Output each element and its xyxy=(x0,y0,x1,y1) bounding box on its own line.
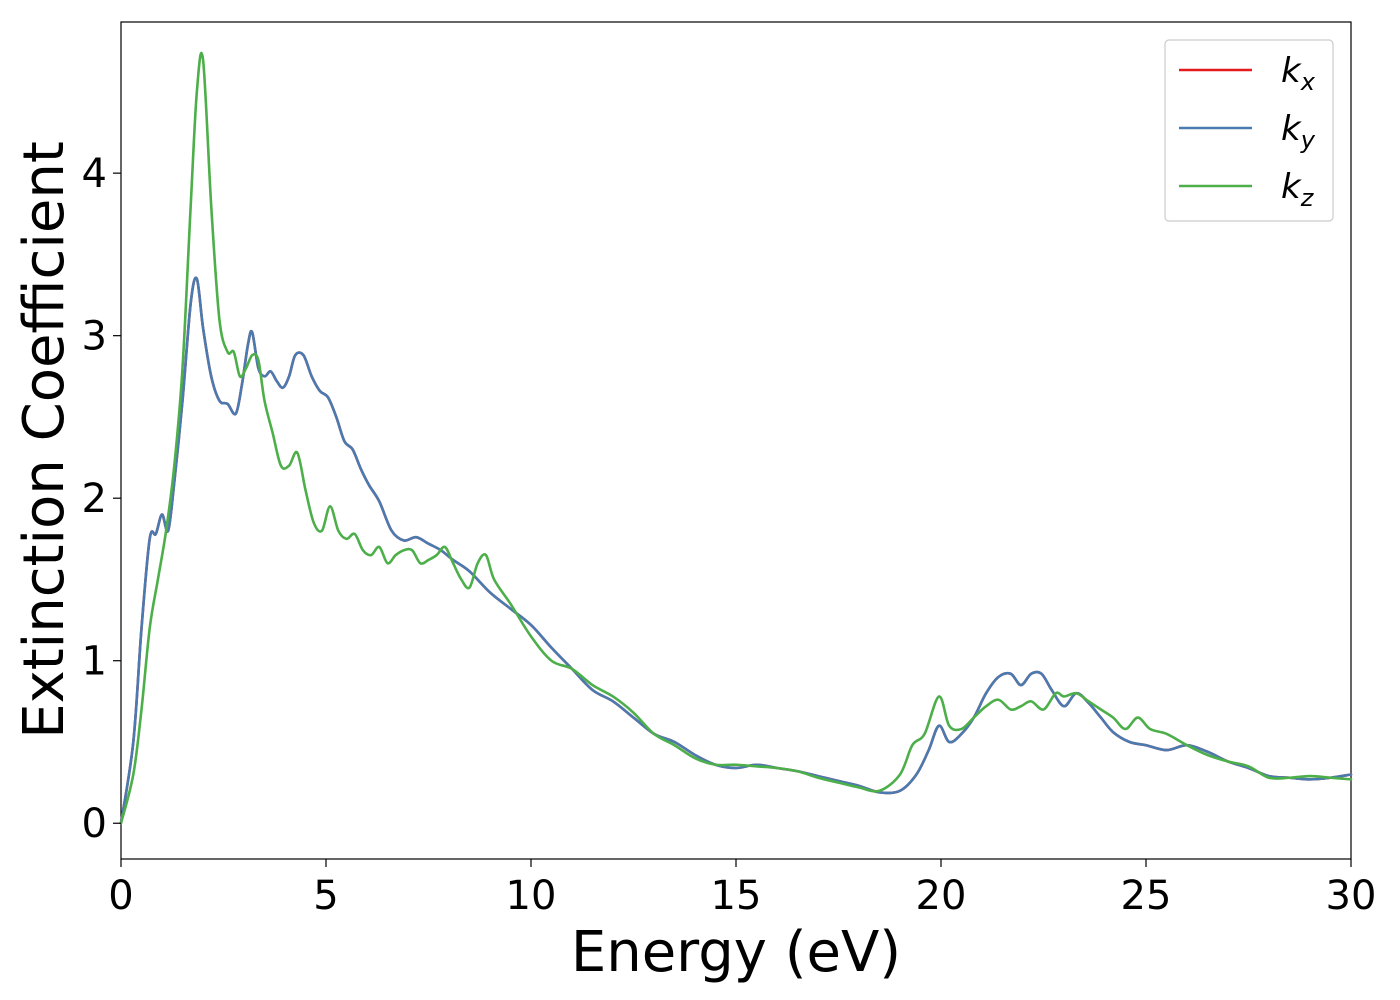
legend-label-subscript: z xyxy=(1300,184,1315,212)
x-tick-label: 20 xyxy=(916,873,967,919)
series-line-y xyxy=(119,276,1353,825)
x-tick-label: 25 xyxy=(1121,873,1172,919)
x-tick-label: 15 xyxy=(711,873,762,919)
y-tick-label: 1 xyxy=(82,639,107,685)
legend-label-main: k xyxy=(1281,167,1302,207)
legend-label-main: k xyxy=(1281,51,1302,91)
x-tick-label: 5 xyxy=(313,873,338,919)
series-layer xyxy=(119,51,1353,825)
series-line-z xyxy=(119,51,1353,825)
y-tick-label: 0 xyxy=(82,801,107,847)
x-tick-label: 0 xyxy=(108,873,133,919)
legend-label-subscript: x xyxy=(1300,68,1316,96)
legend-label-y: ky xyxy=(1281,109,1316,154)
y-axis-ticks: 0 1 2 3 4 xyxy=(82,151,121,847)
y-axis-label: Extinction Coefficient xyxy=(12,141,77,739)
x-tick-label: 30 xyxy=(1326,873,1377,919)
legend-label-x: kx xyxy=(1281,51,1316,96)
legend-box xyxy=(1164,39,1334,222)
x-tick-label: 10 xyxy=(506,873,557,919)
x-axis-label: Energy (eV) xyxy=(571,920,901,985)
y-tick-label: 3 xyxy=(82,314,107,360)
y-tick-label: 2 xyxy=(82,476,107,522)
y-tick-label: 4 xyxy=(82,151,107,197)
legend-label-subscript: y xyxy=(1300,126,1316,154)
legend-label-main: k xyxy=(1281,109,1302,149)
legend-label-z: kz xyxy=(1281,167,1315,212)
x-axis-ticks: 0 5 10 15 20 25 30 xyxy=(108,859,1376,919)
